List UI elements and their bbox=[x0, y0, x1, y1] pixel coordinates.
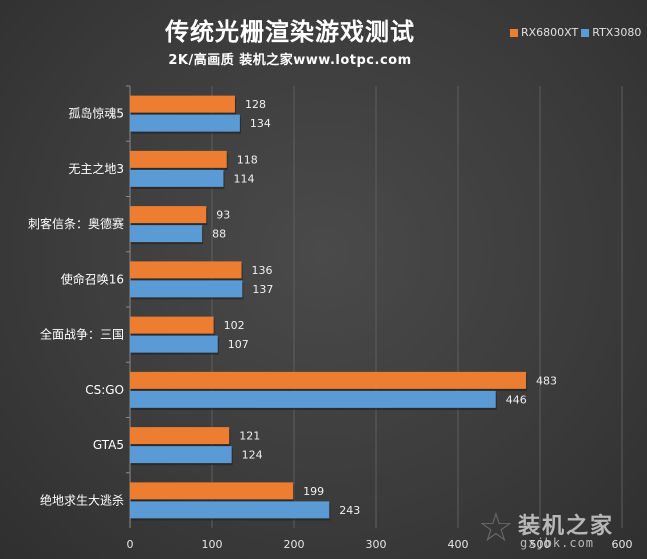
legend: RX6800XT RTX3080 bbox=[510, 26, 641, 39]
category-label: 刺客信条：奥德赛 bbox=[28, 216, 124, 231]
category-label: 孤岛惊魂5 bbox=[68, 106, 124, 121]
bar-rtx3080 bbox=[130, 114, 240, 132]
data-label: 136 bbox=[252, 264, 273, 277]
x-tick-label: 0 bbox=[127, 538, 134, 551]
bar-rtx3080 bbox=[130, 446, 232, 464]
bar-rx6800xt bbox=[130, 316, 214, 334]
data-label: 88 bbox=[212, 228, 226, 241]
bar-rtx3080 bbox=[130, 501, 330, 519]
chart-subtitle: 2K/高画质 装机之家www.lotpc.com bbox=[168, 53, 412, 68]
bar-rtx3080 bbox=[130, 225, 203, 243]
chart-title: 传统光栅渲染游戏测试 bbox=[165, 18, 415, 46]
data-label: 134 bbox=[250, 117, 271, 130]
data-label: 121 bbox=[239, 430, 260, 443]
legend-label-rx6800xt: RX6800XT bbox=[521, 26, 579, 39]
bar-rx6800xt bbox=[130, 427, 230, 445]
bar-rtx3080 bbox=[130, 335, 218, 353]
data-label: 446 bbox=[506, 393, 527, 406]
category-label: GTA5 bbox=[93, 438, 124, 452]
x-tick-label: 500 bbox=[530, 538, 551, 551]
data-label: 118 bbox=[237, 153, 258, 166]
x-tick-label: 200 bbox=[284, 538, 305, 551]
bar-rx6800xt bbox=[130, 150, 227, 168]
x-tick-label: 100 bbox=[202, 538, 223, 551]
watermark-star-icon: ☆ bbox=[478, 505, 514, 551]
legend-swatch-rtx3080 bbox=[581, 28, 590, 37]
legend-item-rtx3080: RTX3080 bbox=[581, 26, 641, 39]
category-label: 全面战争：三国 bbox=[40, 327, 124, 342]
bar-rx6800xt bbox=[130, 95, 235, 113]
data-label: 93 bbox=[216, 209, 230, 222]
category-label: 绝地求生大逃杀 bbox=[40, 492, 124, 507]
data-label: 102 bbox=[224, 319, 245, 332]
data-label: 483 bbox=[536, 374, 557, 387]
data-label: 243 bbox=[339, 504, 360, 517]
data-label: 128 bbox=[245, 98, 266, 111]
data-label: 124 bbox=[242, 449, 263, 462]
bar-rtx3080 bbox=[130, 169, 224, 187]
bar-rx6800xt bbox=[130, 206, 207, 224]
data-label: 199 bbox=[303, 485, 324, 498]
bar-rx6800xt bbox=[130, 261, 242, 279]
data-label: 137 bbox=[252, 283, 273, 296]
x-tick-label: 600 bbox=[612, 538, 633, 551]
legend-item-rx6800xt: RX6800XT bbox=[510, 26, 578, 39]
bar-rtx3080 bbox=[130, 390, 496, 408]
watermark-url: gxjbk.com bbox=[520, 536, 595, 550]
category-label: CS:GO bbox=[85, 383, 124, 397]
data-label: 114 bbox=[233, 172, 254, 185]
bar-rx6800xt bbox=[130, 482, 294, 500]
x-tick-label: 400 bbox=[448, 538, 469, 551]
legend-swatch-rx6800xt bbox=[510, 28, 518, 37]
bar-rx6800xt bbox=[130, 371, 527, 389]
data-label: 107 bbox=[228, 338, 249, 351]
x-tick-label: 300 bbox=[366, 538, 387, 551]
watermark-logo: 装机之家 bbox=[518, 513, 615, 539]
category-label: 无主之地3 bbox=[68, 162, 124, 176]
legend-label-rtx3080: RTX3080 bbox=[592, 26, 642, 39]
category-label: 使命召唤16 bbox=[61, 271, 124, 286]
bar-rtx3080 bbox=[130, 280, 243, 298]
